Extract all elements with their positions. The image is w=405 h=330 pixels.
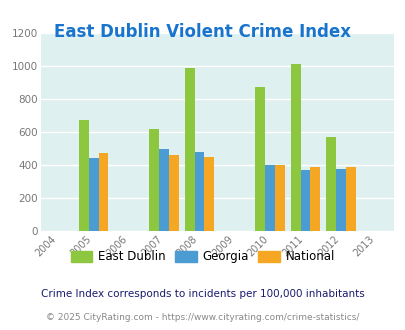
Text: East Dublin Violent Crime Index: East Dublin Violent Crime Index [54, 23, 351, 41]
Text: Crime Index corresponds to incidents per 100,000 inhabitants: Crime Index corresponds to incidents per… [41, 289, 364, 299]
Bar [149, 129, 159, 231]
Bar [310, 167, 320, 231]
Bar [169, 155, 179, 231]
Bar [345, 167, 355, 231]
Bar [300, 170, 310, 231]
Bar [194, 152, 204, 231]
Bar [204, 157, 214, 231]
Bar [98, 153, 108, 231]
Bar [290, 64, 300, 231]
Bar [255, 87, 264, 231]
Bar [159, 149, 169, 231]
Bar [88, 158, 98, 231]
Bar [275, 165, 284, 231]
Bar [325, 137, 335, 231]
Bar [184, 69, 194, 231]
Legend: East Dublin, Georgia, National: East Dublin, Georgia, National [66, 246, 339, 268]
Bar [335, 169, 345, 231]
Text: © 2025 CityRating.com - https://www.cityrating.com/crime-statistics/: © 2025 CityRating.com - https://www.city… [46, 313, 359, 322]
Bar [264, 165, 275, 231]
Bar [79, 120, 88, 231]
